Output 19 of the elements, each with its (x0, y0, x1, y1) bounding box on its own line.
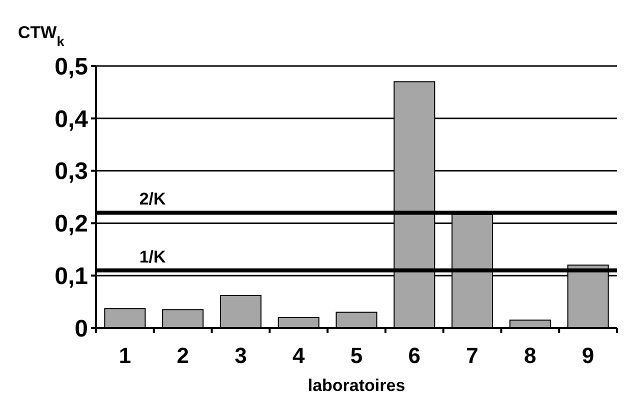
y-tick-label: 0,4 (54, 106, 89, 133)
x-tick-label: 3 (234, 343, 247, 368)
x-axis-title: laboratoires (308, 376, 406, 395)
y-tick-label: 0,3 (54, 158, 88, 186)
ref-line-label: 1/K (139, 247, 167, 266)
y-tick-label: 0,5 (54, 53, 88, 80)
x-tick-label: 7 (466, 343, 478, 368)
y-tick-label: 0 (74, 315, 88, 342)
x-tick-label: 4 (292, 343, 306, 368)
x-tick-label: 9 (582, 343, 594, 368)
y-tick-label: 0,2 (54, 210, 88, 238)
y-tick-label: 0,1 (54, 263, 88, 290)
ref-line-label: 2/K (139, 190, 167, 209)
x-tick-label: 5 (350, 343, 363, 368)
x-tick-label: 6 (408, 343, 421, 368)
y-axis-title: CTW$_{k}$ (18, 23, 65, 48)
x-tick-label: 8 (524, 343, 536, 368)
x-tick-label: 1 (118, 343, 132, 368)
x-tick-label: 2 (176, 343, 189, 368)
